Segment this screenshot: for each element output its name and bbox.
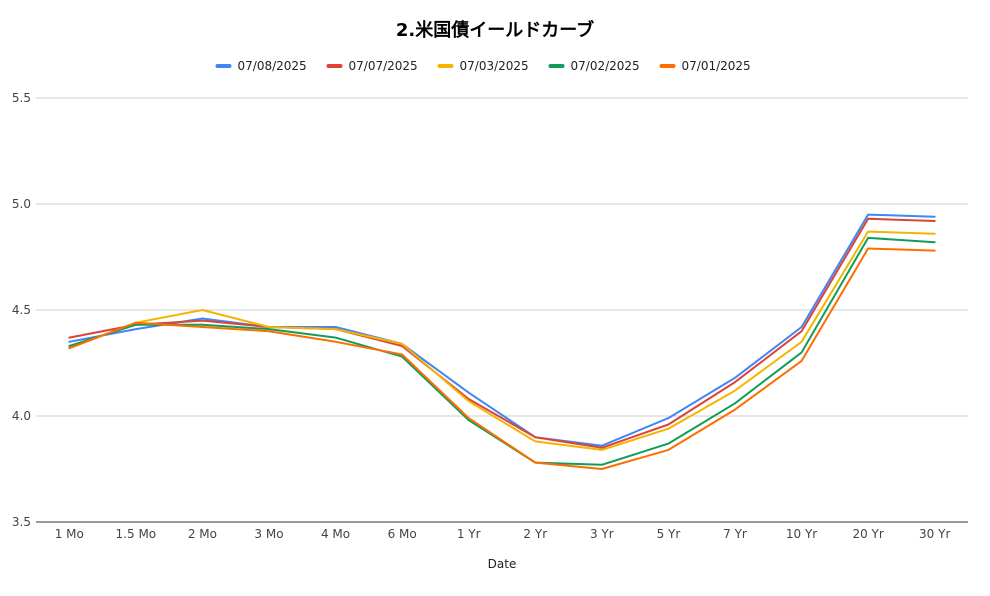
y-tick-label: 4.0: [12, 409, 31, 423]
legend-label: 07/03/2025: [460, 59, 529, 73]
y-axis: 3.5 4.0 4.5 5.0 5.5: [12, 91, 31, 529]
y-tick-label: 3.5: [12, 515, 31, 529]
x-tick-label: 2 Yr: [523, 527, 547, 541]
legend: 07/08/2025 07/07/2025 07/03/2025 07/02/2025…: [215, 59, 751, 73]
x-tick-label: 7 Yr: [723, 527, 747, 541]
y-tick-label: 4.5: [12, 303, 31, 317]
series-line-2: [68, 217, 936, 449]
x-tick-label: 1 Mo: [55, 527, 84, 541]
series-line-4: [68, 236, 936, 466]
legend-label: 07/07/2025: [349, 59, 418, 73]
series-lines: [68, 213, 936, 470]
legend-label: 07/01/2025: [682, 59, 751, 73]
legend-label: 07/02/2025: [571, 59, 640, 73]
x-tick-label: 10 Yr: [786, 527, 817, 541]
chart-title: 2.米国債イールドカーブ: [396, 19, 594, 41]
grid-lines: [36, 97, 968, 523]
x-tick-label: 4 Mo: [321, 527, 350, 541]
x-axis-title: Date: [488, 557, 517, 571]
x-tick-label: 20 Yr: [852, 527, 883, 541]
y-tick-label: 5.5: [12, 91, 31, 105]
series-line-1: [68, 213, 936, 447]
series-line-5: [68, 247, 936, 470]
series-line-3: [68, 230, 936, 451]
legend-label: 07/08/2025: [238, 59, 307, 73]
x-tick-label: 3 Mo: [254, 527, 283, 541]
x-tick-label: 1.5 Mo: [116, 527, 157, 541]
y-tick-label: 5.0: [12, 197, 31, 211]
x-tick-label: 6 Mo: [388, 527, 417, 541]
x-tick-label: 3 Yr: [590, 527, 614, 541]
x-tick-label: 30 Yr: [919, 527, 950, 541]
x-tick-label: 5 Yr: [657, 527, 681, 541]
x-axis: 1 Mo 1.5 Mo 2 Mo 3 Mo 4 Mo 6 Mo 1 Yr 2 Yr 3 Yr 5 …: [55, 527, 951, 541]
x-tick-label: 2 Mo: [188, 527, 217, 541]
x-tick-label: 1 Yr: [457, 527, 481, 541]
